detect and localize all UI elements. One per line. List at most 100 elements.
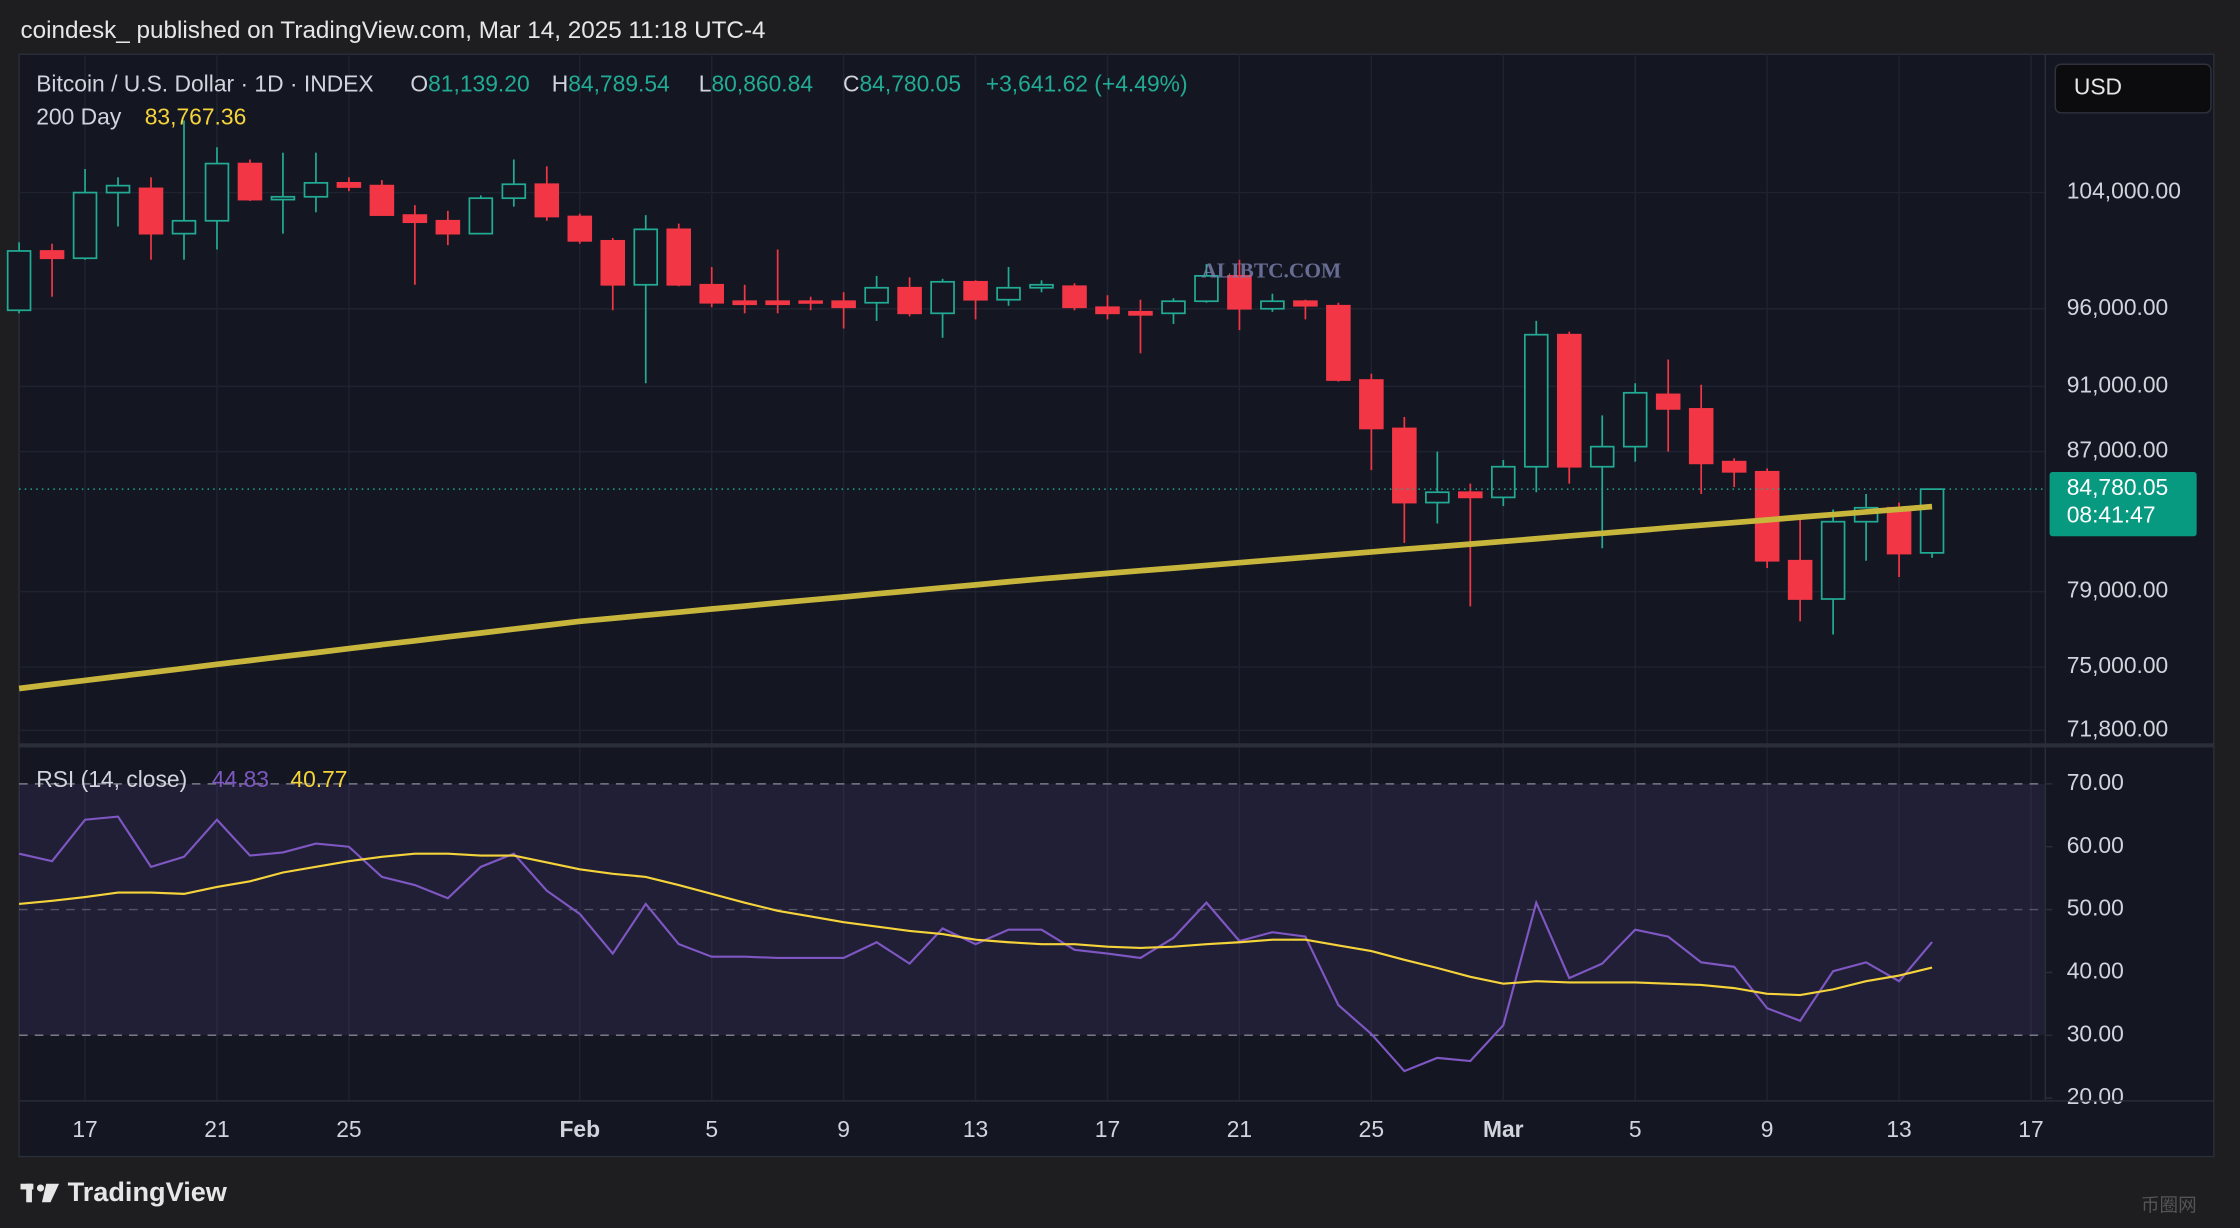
x-tick-label: 25 xyxy=(336,1116,361,1142)
candle-body xyxy=(897,286,922,315)
x-tick-label: 9 xyxy=(1761,1116,1774,1142)
change-label: +3,641.62 (+4.49%) xyxy=(986,71,1188,97)
candle-body xyxy=(864,286,889,304)
candle-body xyxy=(1227,275,1252,310)
candle-body xyxy=(1491,465,1516,499)
candle-body xyxy=(1293,300,1318,307)
candle-body xyxy=(1128,310,1153,316)
x-tick-label: Feb xyxy=(559,1116,600,1142)
logo-shape xyxy=(26,1183,32,1203)
candle-body xyxy=(1919,488,1945,554)
candle-body xyxy=(1161,300,1186,315)
y-tick-label: 87,000.00 xyxy=(2067,437,2169,463)
indicator-value: 44.83 xyxy=(212,766,269,792)
candle-body xyxy=(1029,283,1054,289)
x-tick-label: 21 xyxy=(204,1116,229,1142)
candle-body xyxy=(6,250,32,312)
y-tick-label: 75,000.00 xyxy=(2067,652,2169,678)
candle-body xyxy=(435,219,461,235)
candle-body xyxy=(831,300,856,309)
candle-body xyxy=(369,184,395,216)
y-tick-label: 104,000.00 xyxy=(2067,178,2181,204)
logo-shape xyxy=(36,1184,45,1192)
ohlc-key: C xyxy=(843,71,860,97)
candle-body xyxy=(996,286,1021,301)
x-tick-label: 25 xyxy=(1359,1116,1384,1142)
candle-body xyxy=(1458,491,1483,499)
ohlc-key: O xyxy=(410,71,428,97)
ohlc-value: 80,860.84 xyxy=(711,71,813,97)
y-tick-label: 70.00 xyxy=(2067,769,2124,795)
candle-body xyxy=(303,181,329,198)
x-tick-label: 17 xyxy=(1095,1116,1120,1142)
currency-button[interactable]: USD xyxy=(2054,63,2212,114)
candle-body xyxy=(1359,379,1384,430)
rsi-line xyxy=(18,852,1933,997)
candle-body xyxy=(666,228,692,286)
candle-body xyxy=(270,195,296,201)
y-tick-label: 50.00 xyxy=(2067,895,2124,921)
grid: 17 21 25 Feb 5 9 13 17 21 25 Mar 5 9 13 17 71,800.00 75,… xyxy=(19,54,2181,1142)
candle-body xyxy=(138,187,164,235)
x-tick-label: 17 xyxy=(2018,1116,2043,1142)
x-tick-label: Mar xyxy=(1483,1116,1524,1142)
currency-button-box[interactable] xyxy=(2054,63,2212,114)
rsi-line xyxy=(18,815,1933,1073)
moving-average-line xyxy=(18,503,1933,692)
candle-body xyxy=(1622,391,1648,448)
publisher-line: coindesk_ published on TradingView.com, … xyxy=(21,17,766,44)
x-tick-label: 9 xyxy=(837,1116,850,1142)
y-tick-label: 20.00 xyxy=(2067,1083,2124,1109)
candle-body xyxy=(1655,393,1681,410)
ohlc-item: H84,789.54 xyxy=(552,71,670,97)
x-tick-label: 5 xyxy=(1629,1116,1642,1142)
candle-body xyxy=(1754,470,1780,562)
candle-body xyxy=(1392,427,1417,504)
candle-body xyxy=(600,239,626,286)
candle-body xyxy=(798,300,823,304)
x-tick-label: 13 xyxy=(963,1116,988,1142)
x-tick-label: 17 xyxy=(72,1116,97,1142)
overlay-name: 200 Day xyxy=(36,104,122,130)
candle-body xyxy=(1688,408,1714,465)
legend: Bitcoin / U.S. Dollar · 1D · INDEX O81,13… xyxy=(36,71,1187,792)
candle-body xyxy=(1820,520,1846,600)
candle-body xyxy=(1523,333,1549,468)
candle-body xyxy=(1589,445,1615,468)
tradingview-logo xyxy=(20,1183,60,1203)
y-tick-label: 96,000.00 xyxy=(2067,294,2169,320)
y-tick-label: 79,000.00 xyxy=(2067,577,2169,603)
candle-body xyxy=(633,228,659,286)
candle-body xyxy=(39,250,65,260)
candle-body xyxy=(72,191,98,260)
candle-body xyxy=(765,300,790,306)
candle-body xyxy=(402,214,428,224)
candle-body xyxy=(699,283,724,304)
ohlc-key: L xyxy=(699,71,712,97)
candle-body xyxy=(1062,285,1087,309)
candle-body xyxy=(171,219,197,235)
currency-button-label[interactable]: USD xyxy=(2074,74,2122,100)
candle-body xyxy=(1194,275,1219,303)
candle-body xyxy=(468,197,494,235)
candle-body xyxy=(1260,300,1285,310)
x-tick-label: 5 xyxy=(705,1116,718,1142)
candle-body xyxy=(1425,491,1450,504)
ohlc-item: L80,860.84 xyxy=(699,71,814,97)
candle-body xyxy=(105,184,131,194)
candle-body xyxy=(501,183,527,200)
ohlc-item: C84,780.05 xyxy=(843,71,961,97)
ohlc-item: O81,139.20 xyxy=(410,71,529,97)
y-tick-label: 40.00 xyxy=(2067,957,2124,983)
symbol-title: Bitcoin / U.S. Dollar · 1D · INDEX xyxy=(36,71,373,97)
candle-body xyxy=(732,300,757,306)
last-price-box xyxy=(2049,472,2197,537)
y-tick-label: 71,800.00 xyxy=(2067,715,2169,741)
last-price-label: 84,780.05 xyxy=(2067,474,2169,500)
countdown-label: 08:41:47 xyxy=(2067,501,2156,527)
candle-body xyxy=(534,183,560,218)
ohlc-value: 84,789.54 xyxy=(568,71,670,97)
candle-body xyxy=(336,181,362,188)
watermark: ALIBTC.COM xyxy=(1201,259,1341,283)
